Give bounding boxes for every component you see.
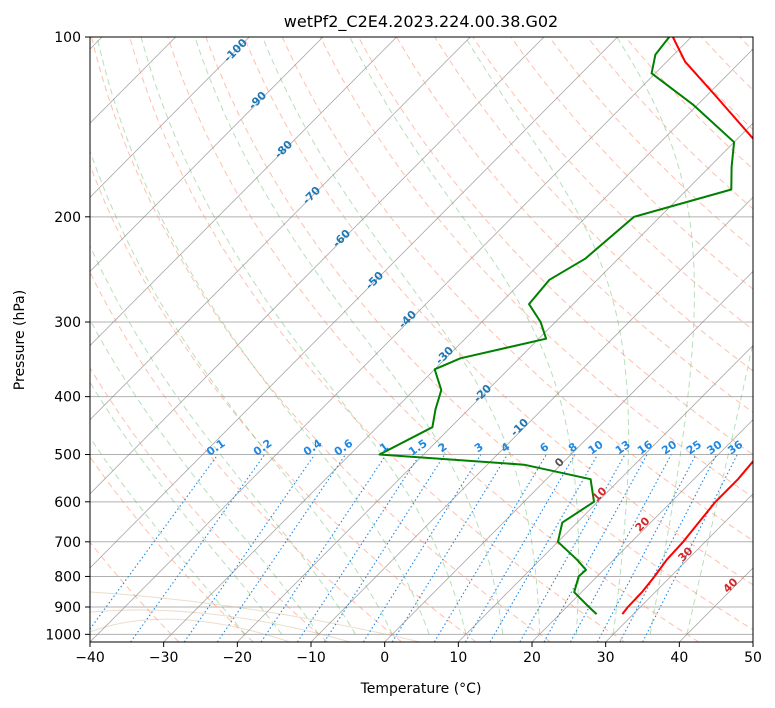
mixing-ratio-line bbox=[642, 454, 738, 642]
dry-adiabat-line bbox=[167, 37, 700, 642]
moist-adiabat-line bbox=[349, 37, 580, 635]
y-tick-label: 900 bbox=[54, 600, 81, 616]
y-tick-label: 500 bbox=[54, 448, 81, 464]
x-tick-label: 0 bbox=[380, 650, 389, 666]
mixing-ratio-line bbox=[90, 454, 219, 630]
mixing-ratio-line bbox=[596, 454, 697, 642]
moist-adiabat-line bbox=[686, 340, 753, 635]
dry-adiabat-line bbox=[90, 271, 403, 642]
y-tick-label: 600 bbox=[54, 495, 81, 511]
curved-reference-line bbox=[90, 618, 291, 642]
mixing-ratio-line bbox=[619, 454, 717, 642]
mixing-ratio-line bbox=[569, 454, 672, 642]
moist-adiabat-line bbox=[90, 381, 283, 635]
isotherm-line bbox=[90, 37, 397, 347]
mixing-ratio-line bbox=[489, 454, 599, 642]
moist-adiabat-line bbox=[90, 318, 320, 635]
y-tick-label: 300 bbox=[54, 315, 81, 331]
mixing-ratio-line bbox=[391, 454, 508, 642]
dry-adiabat-line bbox=[319, 37, 753, 498]
moist-adiabat-line bbox=[194, 37, 504, 635]
x-tick-label: 30 bbox=[597, 650, 615, 666]
plot-frame bbox=[89, 36, 754, 643]
isotherm-line bbox=[90, 37, 250, 198]
data-layer bbox=[378, 37, 753, 615]
isotherm-line bbox=[384, 270, 753, 642]
isotherm-line bbox=[163, 48, 753, 642]
isotherm-line bbox=[90, 37, 471, 421]
moist-adiabat-line bbox=[90, 244, 356, 635]
dry-adiabat-line bbox=[205, 37, 753, 631]
x-tick-label: −30 bbox=[149, 650, 179, 666]
isotherm-line bbox=[531, 419, 753, 642]
mixing-ratio-line bbox=[216, 454, 346, 642]
x-tick-label: 40 bbox=[670, 650, 688, 666]
dry-adiabat-line bbox=[243, 37, 753, 586]
dry-adiabat-line bbox=[586, 37, 753, 210]
mixing-ratio-line bbox=[260, 454, 387, 642]
mixing-ratio-line bbox=[297, 454, 421, 642]
y-axis-title: Pressure (hPa) bbox=[12, 290, 28, 390]
dry-adiabat-line bbox=[434, 37, 753, 372]
moist-adiabat-line bbox=[616, 37, 695, 635]
curved-reference-line bbox=[90, 609, 351, 642]
isotherm-line bbox=[237, 122, 753, 642]
temperature-profile-line bbox=[621, 37, 753, 615]
y-tick-label: 1000 bbox=[45, 627, 81, 643]
mixing-ratio-line bbox=[323, 454, 446, 642]
isotherm-line bbox=[605, 493, 753, 642]
axis-layer: −40 −30 −20 −10 0 10 20 30 40 50 100 200 300 400 500 60… bbox=[45, 30, 762, 666]
mixing-ratio-line bbox=[433, 454, 547, 642]
dry-adiabat-line bbox=[625, 37, 753, 170]
x-tick-label: 10 bbox=[449, 650, 467, 666]
dry-adiabat-line bbox=[91, 37, 551, 642]
grid-layer bbox=[90, 37, 753, 642]
isotherm-line bbox=[90, 37, 618, 569]
x-tick-label: −10 bbox=[296, 650, 326, 666]
y-tick-label: 200 bbox=[54, 210, 81, 226]
moist-adiabat-line bbox=[90, 436, 246, 635]
isotherm-line bbox=[90, 37, 324, 272]
dewpoint-profile-line bbox=[378, 37, 736, 615]
x-tick-label: 50 bbox=[744, 650, 762, 666]
dry-adiabat-line bbox=[396, 37, 753, 414]
mixing-ratio-line bbox=[130, 454, 266, 642]
x-tick-label: −20 bbox=[223, 650, 253, 666]
dry-adiabat-line bbox=[90, 163, 477, 642]
isotherm-line bbox=[90, 37, 545, 495]
y-tick-label: 400 bbox=[54, 390, 81, 406]
x-axis-title: Temperature (°C) bbox=[360, 681, 482, 697]
mixing-ratio-line bbox=[362, 454, 482, 642]
y-tick-label: 800 bbox=[54, 569, 81, 585]
moist-adiabat-line bbox=[140, 37, 467, 635]
mixing-ratio-line bbox=[464, 454, 576, 642]
dry-adiabat-line bbox=[129, 37, 625, 642]
moist-adiabat-line bbox=[262, 37, 541, 635]
dry-adiabat-line bbox=[90, 455, 254, 642]
dry-adiabat-line bbox=[281, 37, 753, 542]
dry-adiabat-line bbox=[358, 37, 753, 456]
isotherm-line bbox=[310, 196, 753, 642]
moist-adiabat-line bbox=[96, 37, 430, 635]
y-tick-label: 100 bbox=[54, 30, 81, 46]
y-tick-label: 700 bbox=[54, 535, 81, 551]
curved-reference-line bbox=[90, 591, 421, 642]
moist-adiabat-line bbox=[464, 37, 630, 635]
x-tick-label: −40 bbox=[75, 650, 105, 666]
chart-title: wetPf2_C2E4.2023.224.00.38.G02 bbox=[284, 12, 558, 32]
x-tick-label: 20 bbox=[523, 650, 541, 666]
dry-adiabat-line bbox=[510, 37, 753, 290]
